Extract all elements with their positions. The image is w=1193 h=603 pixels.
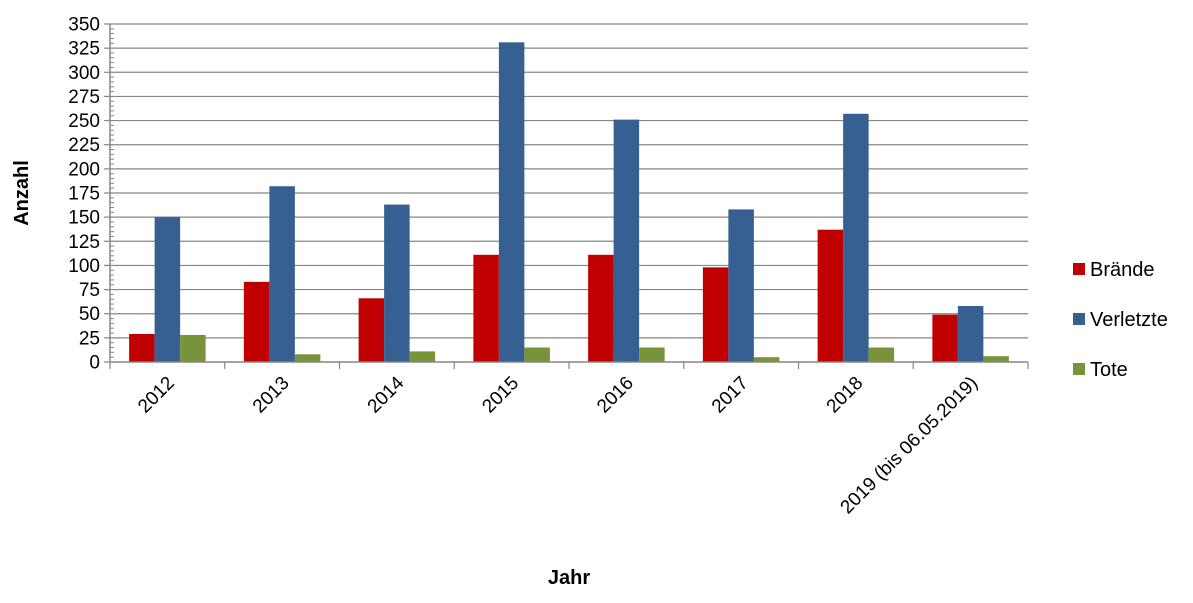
y-tick-label: 100 xyxy=(68,256,100,277)
bar-tote-1 xyxy=(294,354,321,362)
y-tick-label: 200 xyxy=(68,159,100,180)
bars xyxy=(129,42,1009,362)
bar-tote-2 xyxy=(409,351,436,362)
y-tick-label: 75 xyxy=(79,280,100,301)
bar-verletzte-2 xyxy=(384,204,410,362)
x-tick-label: 2015 xyxy=(478,373,523,418)
bar-tote-5 xyxy=(753,357,780,362)
bar-verletzte-5 xyxy=(728,209,754,362)
y-tick-labels: 0 25 50 75 100 125 150 175 200 225 250 275 300 325 350 xyxy=(68,15,100,374)
bar-tote-7 xyxy=(983,356,1009,362)
bar-brände-5 xyxy=(702,267,729,362)
bar-brände-7 xyxy=(932,314,958,362)
y-tick-label: 250 xyxy=(68,111,100,132)
bar-brände-0 xyxy=(129,333,155,362)
bar-tote-0 xyxy=(180,334,206,362)
bar-tote-3 xyxy=(524,347,550,362)
y-axis-title: Anzahl xyxy=(11,160,33,226)
x-tick-label: 2014 xyxy=(364,372,409,417)
legend-swatch-verletzte xyxy=(1073,313,1085,325)
x-tick-label: 2012 xyxy=(134,373,179,418)
x-tick-label: 2017 xyxy=(708,373,753,418)
bar-tote-6 xyxy=(868,347,895,362)
y-tick-label: 225 xyxy=(68,135,100,156)
x-tick-label: 2016 xyxy=(593,373,638,418)
bar-brände-1 xyxy=(243,281,270,362)
bar-verletzte-0 xyxy=(154,217,181,362)
bar-verletzte-6 xyxy=(843,113,869,362)
bar-brände-4 xyxy=(588,254,614,362)
legend-label-tote: Tote xyxy=(1090,359,1128,381)
legend-swatch-brände xyxy=(1073,263,1085,275)
bar-tote-4 xyxy=(639,347,665,362)
bar-verletzte-7 xyxy=(957,305,984,362)
gridlines xyxy=(104,23,1028,363)
y-tick-label: 325 xyxy=(68,39,100,60)
bar-verletzte-3 xyxy=(498,42,525,362)
y-tick-label: 150 xyxy=(68,208,100,229)
legend-label-verletzte: Verletzte xyxy=(1090,309,1168,331)
y-tick-label: 0 xyxy=(89,353,100,374)
bar-brände-2 xyxy=(358,298,385,362)
x-tick-label: 2018 xyxy=(823,373,868,418)
legend-swatch-tote xyxy=(1073,363,1085,375)
y-tick-label: 50 xyxy=(79,304,100,325)
bar-brände-3 xyxy=(473,254,499,362)
y-tick-label: 125 xyxy=(68,232,100,253)
y-tick-label: 25 xyxy=(79,328,100,349)
bar-verletzte-4 xyxy=(613,119,640,362)
legend-label-brände: Brände xyxy=(1090,259,1155,281)
bar-brände-6 xyxy=(817,229,844,362)
y-tick-label: 275 xyxy=(68,87,100,108)
y-tick-label: 300 xyxy=(68,63,100,84)
bar-verletzte-1 xyxy=(269,186,295,362)
y-tick-label: 175 xyxy=(68,184,100,205)
legend: Brände Verletzte Tote xyxy=(1073,259,1168,381)
x-tick-label: 2013 xyxy=(249,373,294,418)
x-axis-title: Jahr xyxy=(548,567,590,589)
y-tick-label: 350 xyxy=(68,15,100,36)
